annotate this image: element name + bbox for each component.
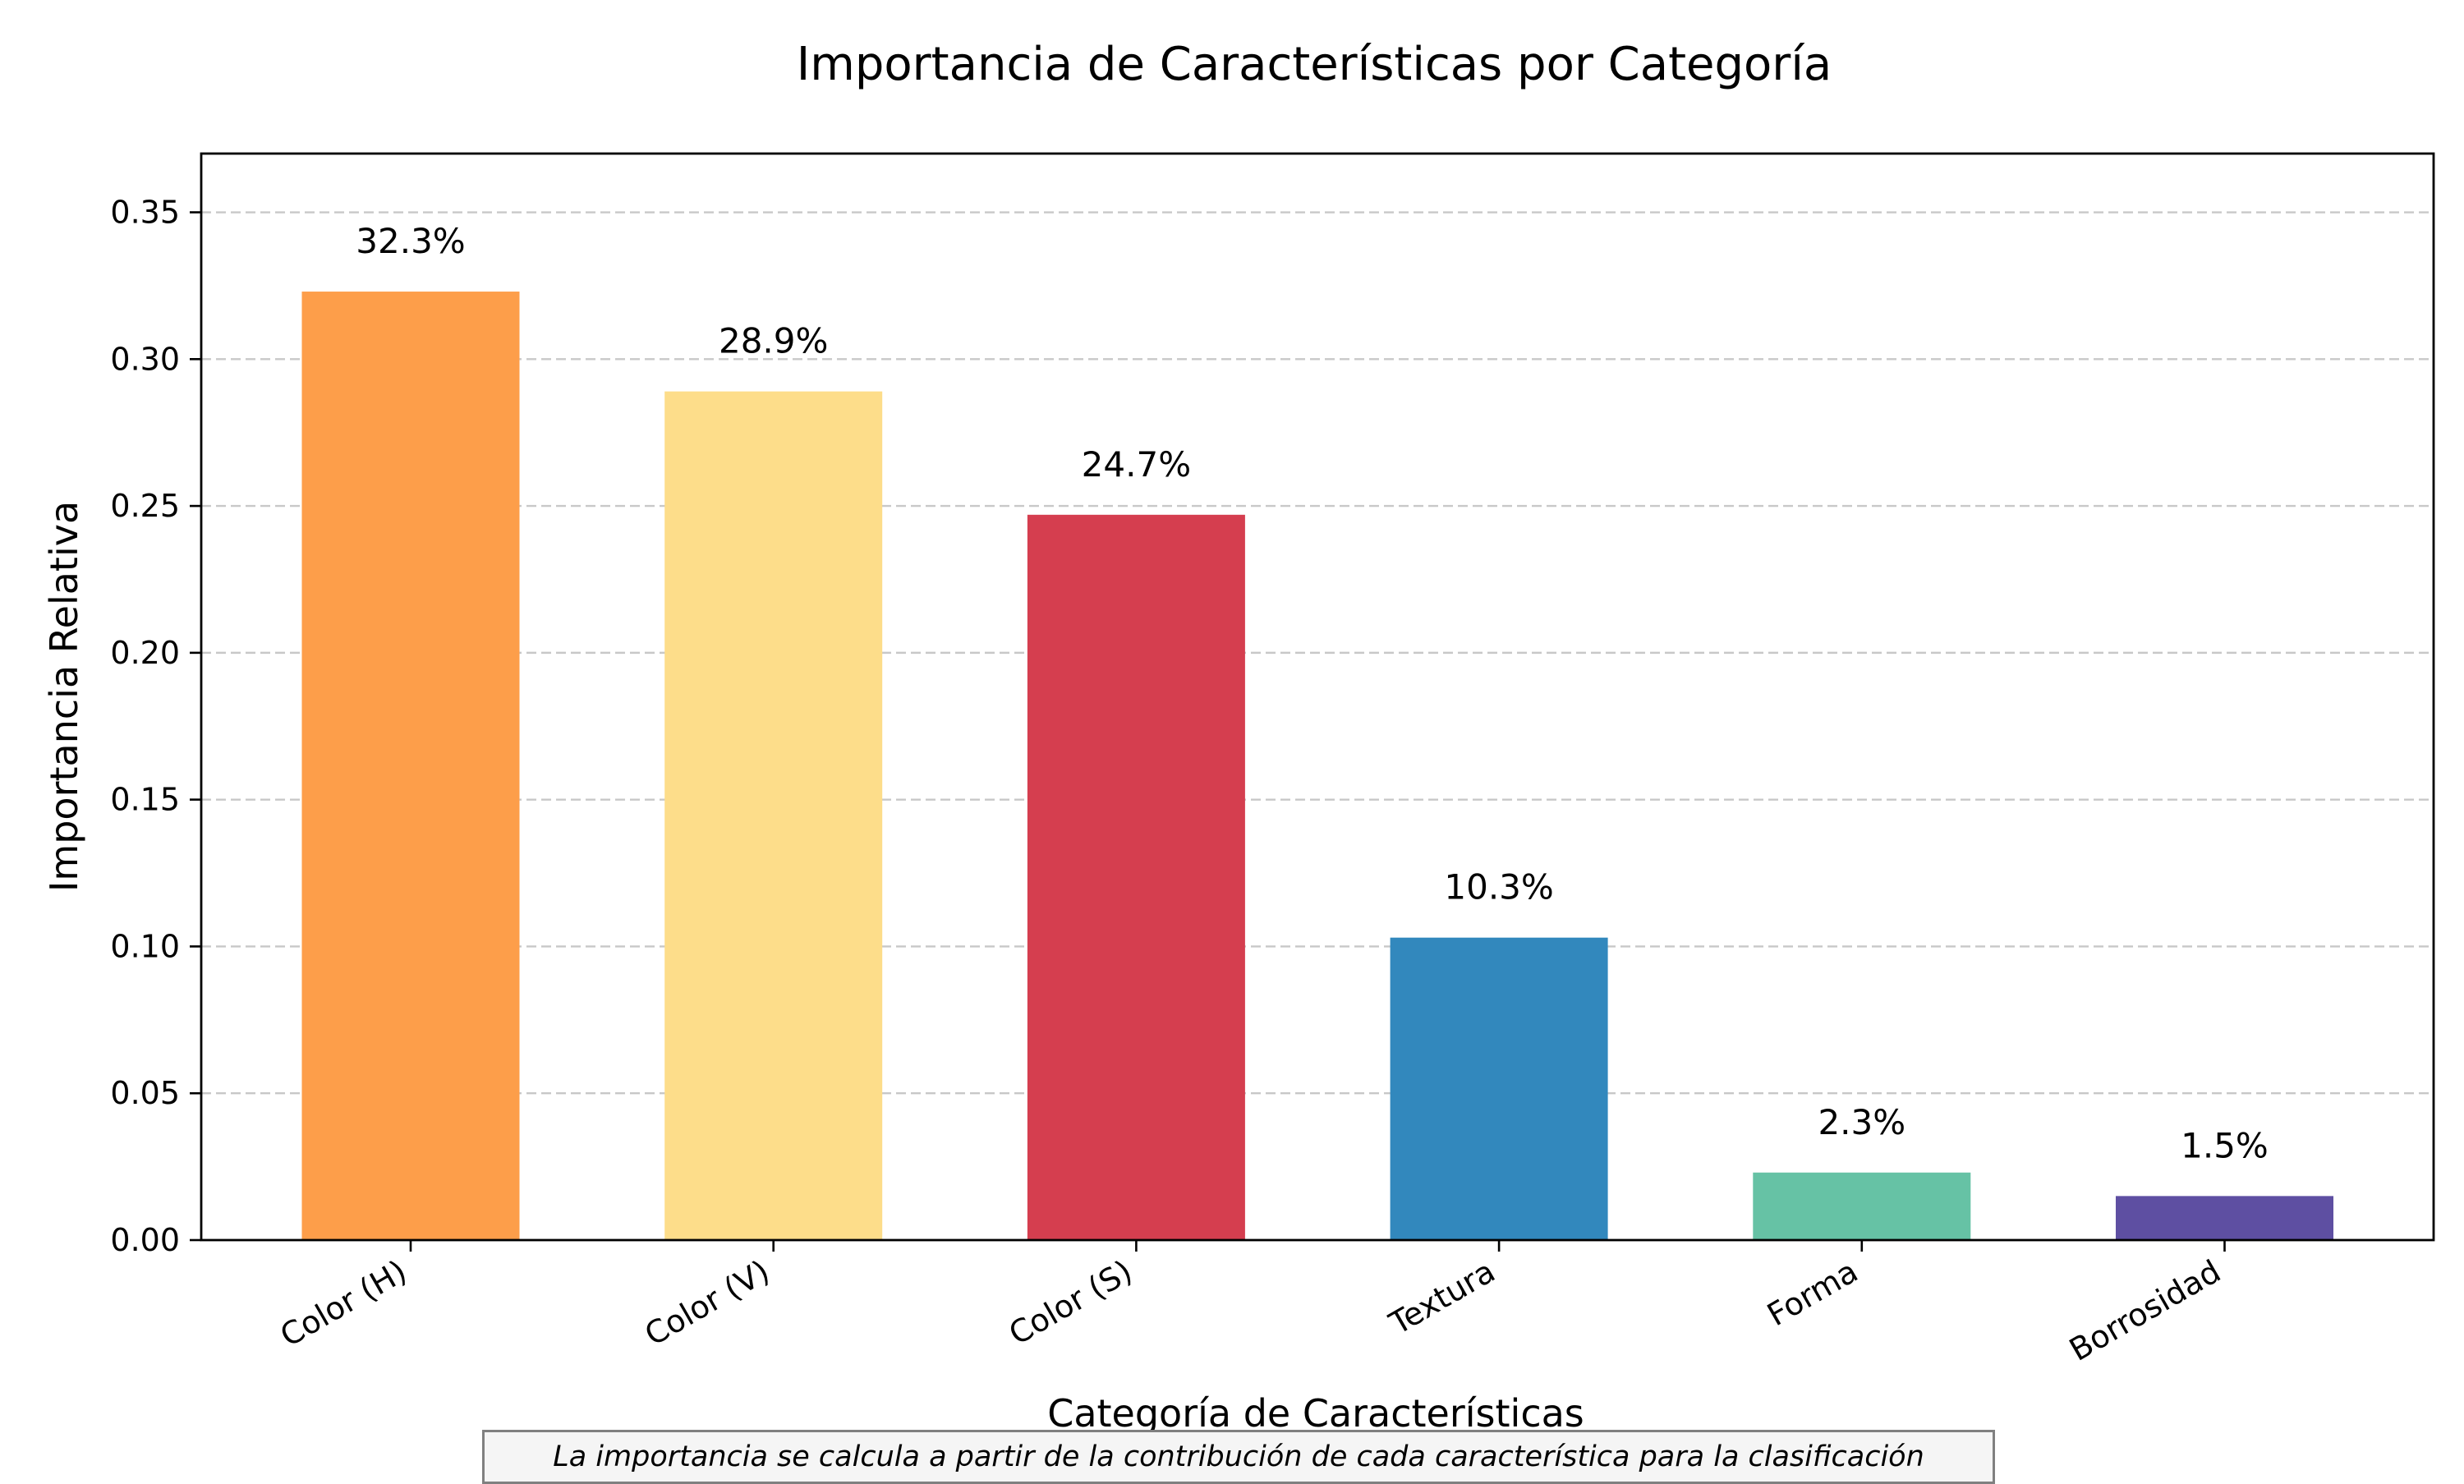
bar — [301, 292, 520, 1240]
bars — [301, 292, 2333, 1240]
bar — [1027, 514, 1245, 1240]
data-label: 10.3% — [1444, 867, 1553, 907]
y-tick-label: 0.10 — [110, 928, 180, 964]
x-tick-label: Textura — [1383, 1253, 1501, 1343]
y-tick-label: 0.15 — [110, 782, 180, 818]
y-axis: 0.00 0.05 0.10 0.15 0.20 0.25 0.30 0.35 — [110, 195, 201, 1258]
bar — [1753, 1172, 1971, 1240]
x-axis-label: Categoría de Características — [1047, 1391, 1584, 1436]
y-tick-label: 0.05 — [110, 1075, 180, 1111]
y-tick-label: 0.00 — [110, 1222, 180, 1258]
data-label: 32.3% — [356, 221, 465, 261]
x-tick-label: Forma — [1761, 1253, 1864, 1334]
x-tick-label: Borrosidad — [2063, 1253, 2227, 1368]
footnote: La importancia se calcula a partir de la… — [482, 1430, 1995, 1484]
bar — [2116, 1196, 2333, 1240]
data-label: 2.3% — [1818, 1102, 1905, 1142]
y-tick-label: 0.35 — [110, 195, 180, 231]
bar — [664, 391, 883, 1240]
data-labels: 32.3% 28.9% 24.7% 10.3% 2.3% 1.5% — [356, 221, 2269, 1165]
grid-lines — [201, 211, 2434, 1095]
x-axis: Color (H) Color (V) Color (S) Textura Forma B… — [274, 1240, 2227, 1368]
data-label: 24.7% — [1082, 444, 1191, 485]
bar — [1390, 937, 1608, 1240]
x-tick-label: Color (H) — [274, 1253, 413, 1354]
chart-title: Importancia de Características por Categ… — [797, 38, 1832, 91]
y-axis-label: Importancia Relativa — [42, 501, 86, 892]
y-tick-label: 0.20 — [110, 635, 180, 671]
data-label: 1.5% — [2181, 1125, 2269, 1165]
y-tick-label: 0.25 — [110, 488, 180, 524]
y-tick-label: 0.30 — [110, 341, 180, 377]
x-tick-label: Color (V) — [639, 1253, 776, 1353]
x-tick-label: Color (S) — [1003, 1253, 1138, 1353]
plot-frame — [200, 152, 2435, 1242]
data-label: 28.9% — [719, 321, 828, 361]
